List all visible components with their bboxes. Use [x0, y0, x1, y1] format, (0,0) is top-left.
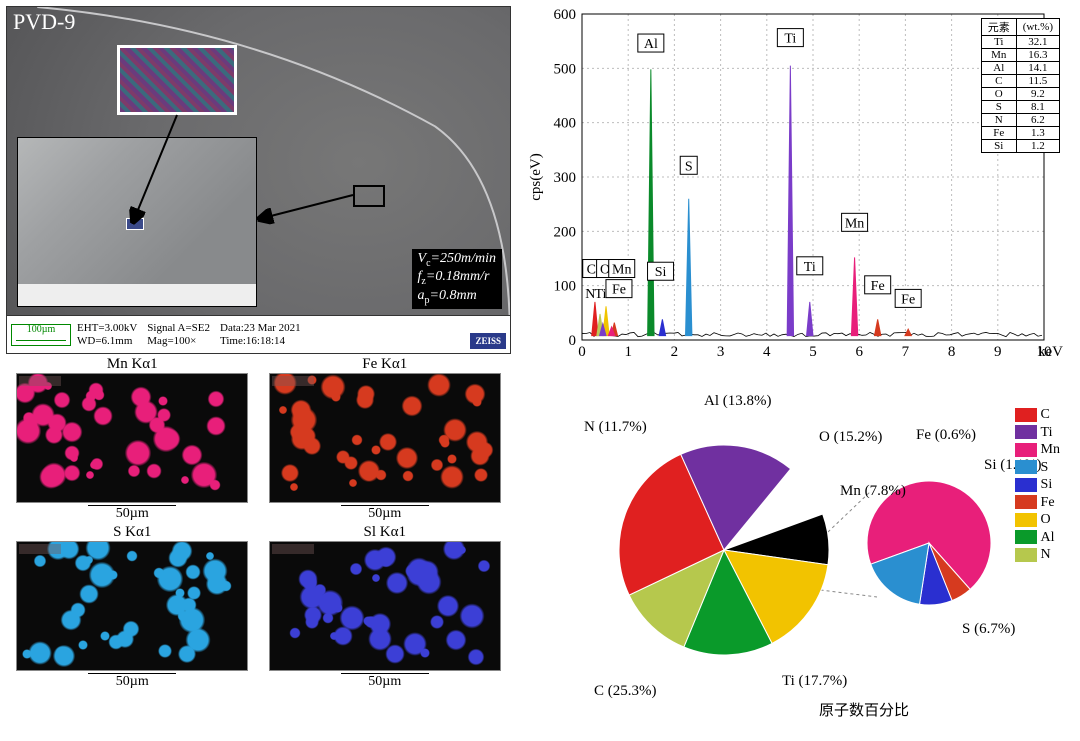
legend-item: O	[1015, 511, 1060, 529]
svg-text:600: 600	[554, 7, 577, 23]
svg-text:Fe: Fe	[871, 279, 885, 294]
composition-table: 元素(wt.%)Ti32.1Mn16.3Al14.1C11.5O9.2S8.1N…	[981, 18, 1060, 153]
map-cell: Sl Kα1 50µm	[259, 522, 512, 690]
svg-text:3: 3	[717, 344, 725, 360]
svg-text:Si: Si	[655, 265, 667, 280]
map-image	[16, 373, 248, 503]
svg-text:C (25.3%): C (25.3%)	[594, 683, 657, 699]
svg-text:0: 0	[569, 333, 577, 349]
svg-text:8: 8	[948, 344, 956, 360]
svg-text:C: C	[587, 263, 596, 278]
legend-item: N	[1015, 546, 1060, 564]
element-maps: Mn Kα1 50µmFe Kα1 50µmS Kα1 50µmSl Kα1 5…	[6, 354, 511, 690]
svg-text:S (6.7%): S (6.7%)	[962, 621, 1015, 637]
map-cell: Fe Kα1 50µm	[259, 354, 512, 522]
right-column: 0123456789100100200300400500600cps(eV)ke…	[520, 0, 1080, 736]
param-ap: 0.8mm	[439, 288, 477, 303]
legend-item: C	[1015, 406, 1060, 424]
svg-text:N (11.7%): N (11.7%)	[584, 419, 647, 435]
map-cell: S Kα1 50µm	[6, 522, 259, 690]
svg-text:200: 200	[554, 224, 577, 240]
svg-text:cps(eV): cps(eV)	[528, 153, 544, 200]
svg-text:O (15.2%): O (15.2%)	[819, 429, 882, 445]
svg-text:Fe: Fe	[612, 283, 626, 298]
pie-legend: CTiMnSSiFeOAlN	[1015, 406, 1060, 564]
figure-root: PVD-9 Vc=250m/min fz=0.18mm/r ap=0.8mm 1…	[0, 0, 1080, 736]
svg-text:Fe (0.6%): Fe (0.6%)	[916, 427, 976, 443]
map-scale: 50µm	[6, 505, 259, 522]
left-column: PVD-9 Vc=250m/min fz=0.18mm/r ap=0.8mm 1…	[0, 0, 520, 736]
svg-text:7: 7	[902, 344, 910, 360]
svg-text:Al: Al	[644, 37, 658, 52]
map-image	[16, 541, 248, 671]
svg-text:400: 400	[554, 116, 577, 132]
map-image	[269, 541, 501, 671]
scalebar-icon: 100µm	[11, 324, 71, 346]
svg-text:4: 4	[763, 344, 771, 360]
svg-text:300: 300	[554, 170, 577, 186]
svg-text:6: 6	[855, 344, 863, 360]
map-title: Mn Kα1	[6, 356, 259, 373]
map-cell: Mn Kα1 50µm	[6, 354, 259, 522]
map-title: Sl Kα1	[259, 524, 512, 541]
legend-item: Al	[1015, 529, 1060, 547]
legend-item: Si	[1015, 476, 1060, 494]
svg-text:Ti (17.7%): Ti (17.7%)	[782, 673, 847, 689]
eds-spectrum: 0123456789100100200300400500600cps(eV)ke…	[524, 6, 1072, 374]
map-scale: 50µm	[259, 505, 512, 522]
zeiss-badge: ZEISS	[470, 333, 506, 349]
svg-text:9: 9	[994, 344, 1002, 360]
svg-text:Ti: Ti	[784, 32, 796, 47]
legend-item: Ti	[1015, 424, 1060, 442]
param-fz: 0.18mm/r	[435, 269, 489, 284]
svg-text:原子数百分比: 原子数百分比	[819, 702, 909, 719]
sem-params: Vc=250m/min fz=0.18mm/r ap=0.8mm	[412, 249, 502, 309]
legend-item: S	[1015, 459, 1060, 477]
svg-text:Mn (7.8%): Mn (7.8%)	[840, 483, 906, 499]
pie-area: Al (13.8%) N (11.7%) O (15.2%) Mn (7.8%) Ti …	[524, 374, 1072, 736]
svg-text:0: 0	[578, 344, 586, 360]
sem-footer: 100µm EHT=3.00kVWD=6.1mm Signal A=SE2Mag…	[7, 315, 510, 353]
svg-text:500: 500	[554, 61, 577, 77]
param-vc: 250m/min	[440, 251, 496, 266]
svg-text:100: 100	[554, 279, 577, 295]
map-image	[269, 373, 501, 503]
svg-text:Al (13.8%): Al (13.8%)	[704, 393, 772, 409]
svg-text:5: 5	[809, 344, 817, 360]
svg-text:1: 1	[624, 344, 632, 360]
svg-text:Fe: Fe	[901, 292, 915, 307]
map-scale: 50µm	[259, 673, 512, 690]
map-scale: 50µm	[6, 673, 259, 690]
legend-item: Mn	[1015, 441, 1060, 459]
svg-text:S: S	[685, 159, 693, 174]
legend-item: Fe	[1015, 494, 1060, 512]
sem-panel: PVD-9 Vc=250m/min fz=0.18mm/r ap=0.8mm 1…	[6, 6, 511, 354]
svg-text:Mn: Mn	[845, 216, 864, 231]
svg-text:keV: keV	[1038, 344, 1063, 360]
svg-text:2: 2	[671, 344, 679, 360]
map-title: S Kα1	[6, 524, 259, 541]
svg-text:Ti: Ti	[804, 260, 816, 275]
map-title: Fe Kα1	[259, 356, 512, 373]
svg-text:Mn: Mn	[612, 263, 631, 278]
svg-text:Ti: Ti	[595, 287, 607, 302]
